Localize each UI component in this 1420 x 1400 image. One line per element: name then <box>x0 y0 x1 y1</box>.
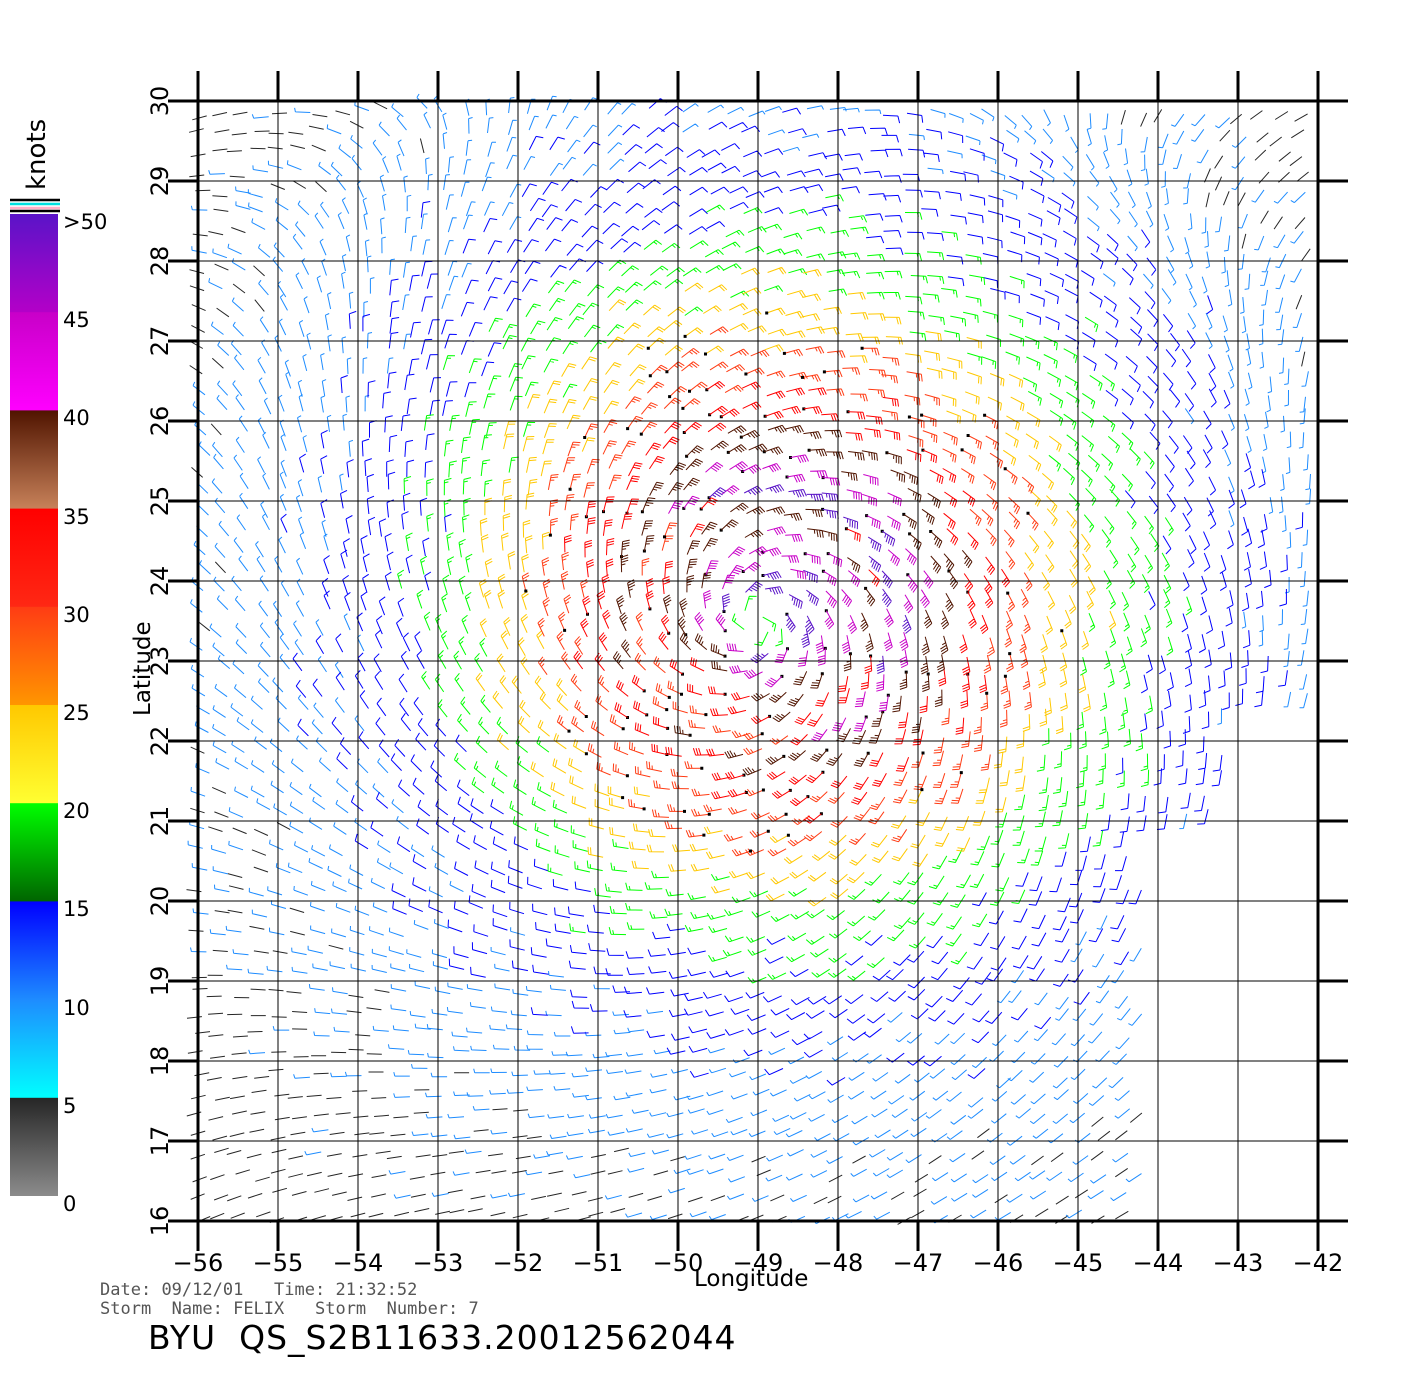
lat-lon-grid <box>168 71 1348 1251</box>
lon-tick-label: −53 <box>413 1249 464 1277</box>
lat-tick-label: 25 <box>146 486 174 517</box>
lat-tick-label: 28 <box>146 246 174 277</box>
legend-band-35-40 <box>10 410 58 510</box>
lon-tick-label: −45 <box>1053 1249 1104 1277</box>
legend-tick-label: 25 <box>63 701 90 725</box>
lat-tick-label: 29 <box>146 166 174 197</box>
legend-tick-label: 15 <box>63 897 90 922</box>
lat-tick-label: 30 <box>146 86 174 117</box>
legend-band-30-35 <box>10 508 58 608</box>
legend-band-15-20 <box>10 803 58 902</box>
legend-tick-label: 5 <box>63 1093 77 1118</box>
lon-tick-label: −44 <box>1133 1249 1184 1277</box>
lat-tick-label: 23 <box>146 646 174 677</box>
storm-number-value: 7 <box>468 1299 479 1319</box>
lat-tick-label: 24 <box>146 566 174 597</box>
lat-tick-label: 18 <box>146 1046 174 1077</box>
wind-barb-group <box>186 101 1311 1225</box>
storm-name-label: Storm Name: <box>100 1299 223 1319</box>
legend-tick-label: >50 <box>63 210 108 234</box>
date-time-line: Date: 09/12/01 Time: 21:32:52 <box>100 1280 417 1300</box>
legend-band-0-5 <box>10 1097 58 1196</box>
legend-tick-label: 40 <box>63 406 90 431</box>
legend-band-5-10 <box>10 999 58 1099</box>
lat-tick-label: 27 <box>146 326 174 357</box>
date-value: 09/12/01 <box>161 1280 244 1300</box>
lon-tick-label: −46 <box>973 1249 1024 1277</box>
wind-barb-group <box>668 454 934 742</box>
wind-barbs <box>186 93 1312 1225</box>
time-label: Time: <box>274 1280 326 1300</box>
axis-tick-labels: −56 −55 −54 −53 −52 −51 −50 −49 −48 −47 −46 −45 −44 −… <box>146 86 1343 1277</box>
wind-barb-group <box>564 380 1011 824</box>
legend-band-45-50 <box>10 214 58 313</box>
legend-tick-label: 35 <box>63 504 90 529</box>
lon-tick-label: −49 <box>733 1249 784 1277</box>
y-axis-label: Latitude <box>130 621 156 716</box>
lat-tick-label: 16 <box>146 1206 174 1237</box>
legend-tick-label: 20 <box>63 799 90 824</box>
legend-tick-label: 0 <box>63 1192 77 1216</box>
lat-tick-label: 19 <box>146 966 174 997</box>
lon-tick-label: −52 <box>493 1249 544 1277</box>
legend-tick-label: 10 <box>63 995 90 1020</box>
storm-line: Storm Name: FELIX Storm Number: 7 <box>100 1299 479 1319</box>
legend-band-40-45 <box>10 312 58 411</box>
wind-barb-group <box>280 98 1304 1086</box>
lat-tick-label: 21 <box>146 806 174 837</box>
lat-tick-label: 26 <box>146 406 174 437</box>
wind-speed-legend-bar <box>10 214 58 1196</box>
lon-tick-label: −42 <box>1293 1249 1344 1277</box>
legend-tick-label: 30 <box>63 602 90 627</box>
wind-barb-group <box>187 93 1312 1225</box>
lon-tick-label: −43 <box>1213 1249 1264 1277</box>
time-value: 21:32:52 <box>335 1280 418 1300</box>
legend-band-25-30 <box>10 606 58 706</box>
lon-tick-label: −55 <box>253 1249 304 1277</box>
legend-band-20-25 <box>10 705 58 804</box>
lon-tick-label: −47 <box>893 1249 944 1277</box>
legend-tick-label: 45 <box>63 308 90 333</box>
storm-number-label: Storm Number: <box>314 1299 459 1319</box>
lon-tick-label: −48 <box>813 1249 864 1277</box>
wind-barb-group <box>475 266 1117 907</box>
x-axis-label: Longitude <box>694 1266 809 1292</box>
wind-barb-group <box>708 484 912 674</box>
product-id: BYU QS_S2B11633.20012562044 <box>148 1318 737 1357</box>
lon-tick-label: −54 <box>333 1249 384 1277</box>
lon-tick-label: −50 <box>653 1249 704 1277</box>
lat-tick-label: 20 <box>146 886 174 917</box>
date-label: Date: <box>100 1280 152 1300</box>
lat-tick-label: 22 <box>146 726 174 757</box>
storm-name-value: FELIX <box>233 1299 285 1319</box>
lon-tick-label: −51 <box>573 1249 624 1277</box>
legend-band-10-15 <box>10 901 58 1001</box>
lat-tick-label: 17 <box>146 1126 174 1157</box>
wind-barb-group <box>521 326 1039 857</box>
lon-tick-label: −56 <box>173 1249 224 1277</box>
legend-top-markers <box>10 198 60 213</box>
